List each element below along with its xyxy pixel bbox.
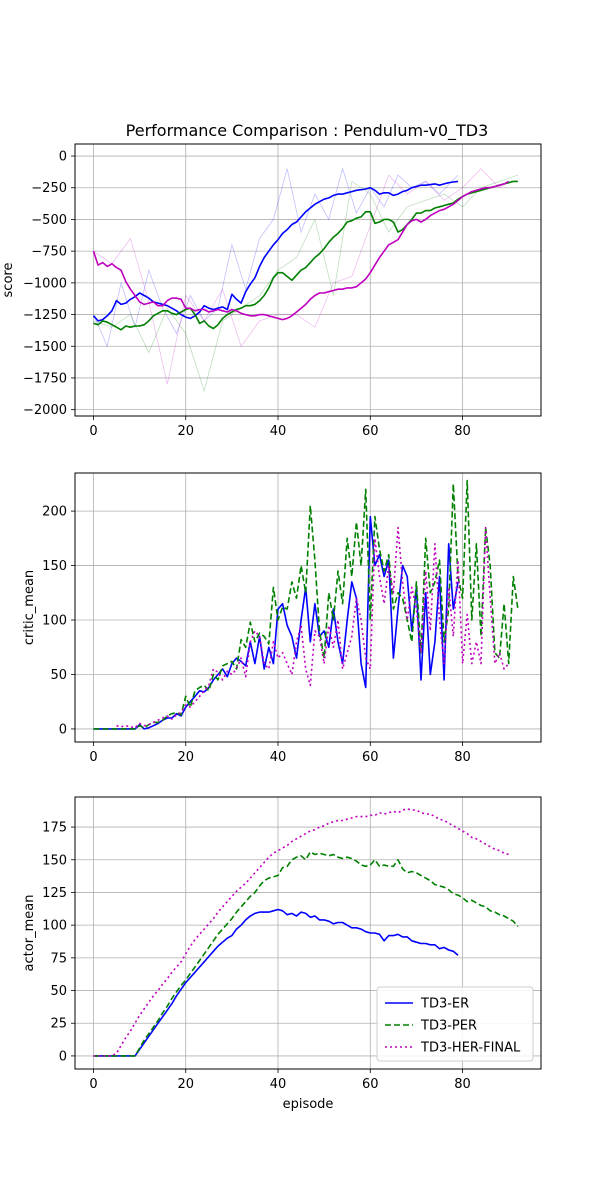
y-tick-label: 100 (42, 614, 67, 629)
y-tick-label: 0 (59, 1049, 67, 1064)
x-tick-label: 60 (362, 1077, 379, 1092)
x-tick-label: 0 (89, 1077, 97, 1092)
figure-title: Performance Comparison : Pendulum-v0_TD3 (126, 121, 489, 141)
axes-frame (74, 796, 542, 1070)
x-tick-label: 80 (454, 424, 471, 439)
y-tick-label: −750 (31, 245, 67, 260)
chart-panel-2: 0 20 40 60 80 0 25 50 75 100 125 150 175 actor_meanep… (22, 796, 542, 1112)
series-line-0 (93, 908, 459, 1057)
plot-area (92, 167, 519, 393)
y-tick-label: −2000 (23, 403, 67, 418)
y-tick-label: −1250 (23, 308, 67, 323)
raw-series-line-0 (93, 167, 459, 348)
x-axis-label: episode (283, 1097, 334, 1112)
raw-series-line-1 (93, 174, 519, 393)
plot-area (93, 807, 519, 1057)
x-tick-label: 40 (270, 424, 287, 439)
y-tick-label: 0 (59, 722, 67, 737)
series-line-1 (93, 851, 519, 1057)
y-axis-label: actor_mean (22, 895, 37, 972)
legend-label-2: TD3-HER-FINAL (420, 1041, 521, 1056)
y-tick-label: −1750 (23, 371, 67, 386)
x-tick-label: 80 (454, 750, 471, 765)
y-axis-label: score (1, 263, 16, 298)
x-tick-label: 20 (177, 750, 194, 765)
y-axis-label: critic_mean (22, 570, 37, 645)
y-tick-label: 25 (50, 1017, 67, 1032)
x-tick-label: 20 (177, 424, 194, 439)
y-tick-label: 0 (59, 150, 67, 165)
x-tick-label: 40 (270, 1077, 287, 1092)
raw-series-line-2 (93, 168, 509, 385)
y-tick-label: 150 (42, 853, 67, 868)
legend-label-0: TD3-ER (420, 997, 469, 1012)
plots-container: 0 20 40 60 80 0 −250 −500 −750 −1000 −1250 −1500 −17… (1, 143, 542, 1112)
x-tick-label: 20 (177, 1077, 194, 1092)
x-tick-label: 60 (362, 750, 379, 765)
legend-label-1: TD3-PER (420, 1019, 477, 1034)
axes-frame (74, 143, 542, 417)
chart-panel-1: 0 20 40 60 80 0 50 100 150 200 critic_mean (22, 472, 542, 765)
y-tick-label: 125 (42, 886, 67, 901)
series-line-2 (92, 180, 510, 321)
x-tick-label: 80 (454, 1077, 471, 1092)
grid-lines (75, 144, 541, 416)
y-tick-label: −250 (31, 181, 67, 196)
series-line-1 (93, 180, 518, 331)
x-tick-label: 60 (362, 424, 379, 439)
legend-box (376, 986, 534, 1062)
legend: TD3-ER TD3-PER TD3-HER-FINAL (376, 986, 534, 1062)
x-tick-label: 0 (89, 750, 97, 765)
x-tick-label: 0 (89, 424, 97, 439)
y-tick-label: 175 (42, 821, 67, 836)
y-tick-label: −1500 (23, 340, 67, 355)
y-tick-label: −1000 (23, 276, 67, 291)
y-tick-label: 200 (42, 505, 67, 520)
y-tick-label: 50 (50, 984, 67, 999)
y-tick-label: −500 (31, 213, 67, 228)
plot-area (93, 479, 519, 730)
x-tick-label: 40 (270, 750, 287, 765)
y-tick-label: 150 (42, 559, 67, 574)
y-tick-label: 100 (42, 919, 67, 934)
y-tick-label: 50 (50, 668, 67, 683)
series-line-2 (93, 807, 509, 1057)
axes-frame (74, 472, 542, 743)
series-line-0 (93, 515, 459, 730)
y-tick-label: 75 (50, 951, 67, 966)
chart-panel-0: 0 20 40 60 80 0 −250 −500 −750 −1000 −1250 −1500 −17… (1, 143, 542, 439)
grid-lines (75, 797, 541, 1069)
